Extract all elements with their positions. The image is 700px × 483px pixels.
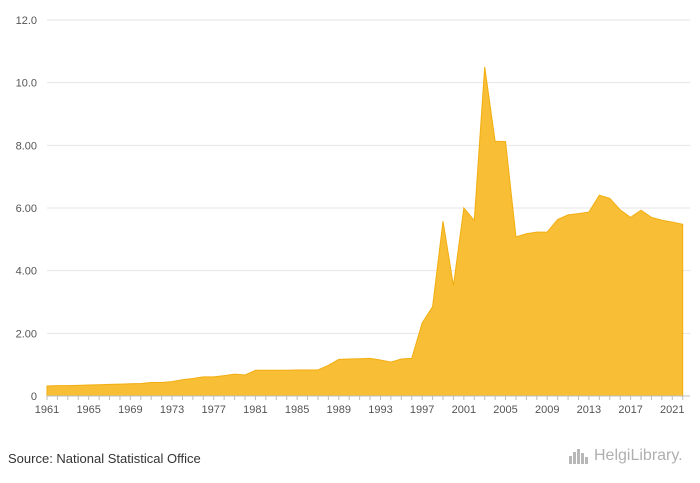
data-point	[618, 208, 622, 212]
data-point	[493, 139, 497, 143]
data-point	[441, 219, 445, 223]
city-skyline-icon	[568, 447, 590, 465]
data-point	[504, 140, 508, 144]
area-fill	[46, 66, 684, 397]
data-point	[399, 357, 403, 361]
data-point	[149, 381, 153, 385]
x-tick-label: 1961	[35, 404, 59, 416]
data-point	[337, 357, 341, 361]
x-tick-label: 1981	[243, 404, 267, 416]
data-point	[222, 374, 226, 378]
data-point	[660, 218, 664, 222]
source-note: Source: National Statistical Office	[8, 451, 201, 466]
data-point	[514, 235, 518, 239]
data-point	[410, 356, 414, 360]
data-point	[243, 373, 247, 377]
data-point	[629, 215, 633, 219]
brand-name: HelgiLibrary.	[594, 447, 683, 464]
x-tick-label: 2009	[535, 404, 559, 416]
data-point	[431, 305, 435, 309]
data-point	[608, 196, 612, 200]
x-axis: 1961 1965 1969 1973 1977 1981 1985 1989 1993 1997…	[35, 395, 690, 416]
x-tick-label: 2021	[660, 404, 684, 416]
x-tick-label: 1977	[202, 404, 226, 416]
data-point	[97, 383, 101, 387]
data-point	[118, 382, 122, 386]
data-point	[420, 321, 424, 325]
data-point	[264, 368, 268, 372]
data-point	[55, 384, 59, 388]
data-point	[87, 383, 91, 387]
data-point	[45, 384, 49, 388]
data-point	[212, 375, 216, 379]
y-axis-ticks: 0 2.00 4.00 6.00 8.00 10.0 12.0	[16, 15, 37, 403]
data-point	[191, 376, 195, 380]
data-point	[378, 358, 382, 362]
data-point	[128, 382, 132, 386]
y-tick-label: 2.00	[16, 328, 37, 340]
data-point	[670, 220, 674, 224]
y-tick-label: 4.00	[16, 266, 37, 278]
data-point	[201, 375, 205, 379]
data-point	[108, 382, 112, 386]
data-point	[483, 65, 487, 69]
x-tick-label: 2001	[452, 404, 476, 416]
y-tick-label: 10.0	[16, 78, 37, 90]
data-point	[233, 372, 237, 376]
data-point	[316, 368, 320, 372]
data-point	[139, 381, 143, 385]
data-point	[566, 213, 570, 217]
data-point	[535, 230, 539, 234]
x-tick-label: 1997	[410, 404, 434, 416]
data-point	[556, 218, 560, 222]
data-point	[639, 208, 643, 212]
data-point	[472, 219, 476, 223]
x-tick-label: 1993	[368, 404, 392, 416]
data-point	[451, 284, 455, 288]
x-tick-label: 1985	[285, 404, 309, 416]
brand-logo: HelgiLibrary.	[568, 447, 683, 465]
area-series	[45, 65, 685, 397]
data-point	[545, 230, 549, 234]
data-point	[347, 357, 351, 361]
y-tick-label: 0	[31, 391, 37, 403]
data-point	[389, 360, 393, 364]
data-point	[76, 383, 80, 387]
data-point	[587, 210, 591, 214]
data-point	[326, 363, 330, 367]
x-tick-label: 1965	[76, 404, 100, 416]
data-point	[649, 215, 653, 219]
data-point	[358, 357, 362, 361]
y-tick-label: 12.0	[16, 15, 37, 27]
y-tick-label: 6.00	[16, 203, 37, 215]
data-point	[274, 368, 278, 372]
data-point	[462, 206, 466, 210]
data-point	[524, 232, 528, 236]
y-tick-label: 8.00	[16, 140, 37, 152]
data-point	[576, 212, 580, 216]
data-point	[160, 381, 164, 385]
x-tick-label: 1989	[327, 404, 351, 416]
data-point	[597, 193, 601, 197]
data-point	[295, 368, 299, 372]
x-tick-label: 1969	[118, 404, 142, 416]
x-tick-label: 2013	[577, 404, 601, 416]
data-point	[66, 384, 70, 388]
x-tick-label: 2017	[618, 404, 642, 416]
data-point	[180, 378, 184, 382]
x-tick-label: 2005	[493, 404, 517, 416]
x-tick-label: 1973	[160, 404, 184, 416]
data-point	[285, 368, 289, 372]
data-point	[306, 368, 310, 372]
data-point	[368, 356, 372, 360]
data-point	[170, 380, 174, 384]
data-point	[253, 368, 257, 372]
data-point	[681, 222, 685, 226]
